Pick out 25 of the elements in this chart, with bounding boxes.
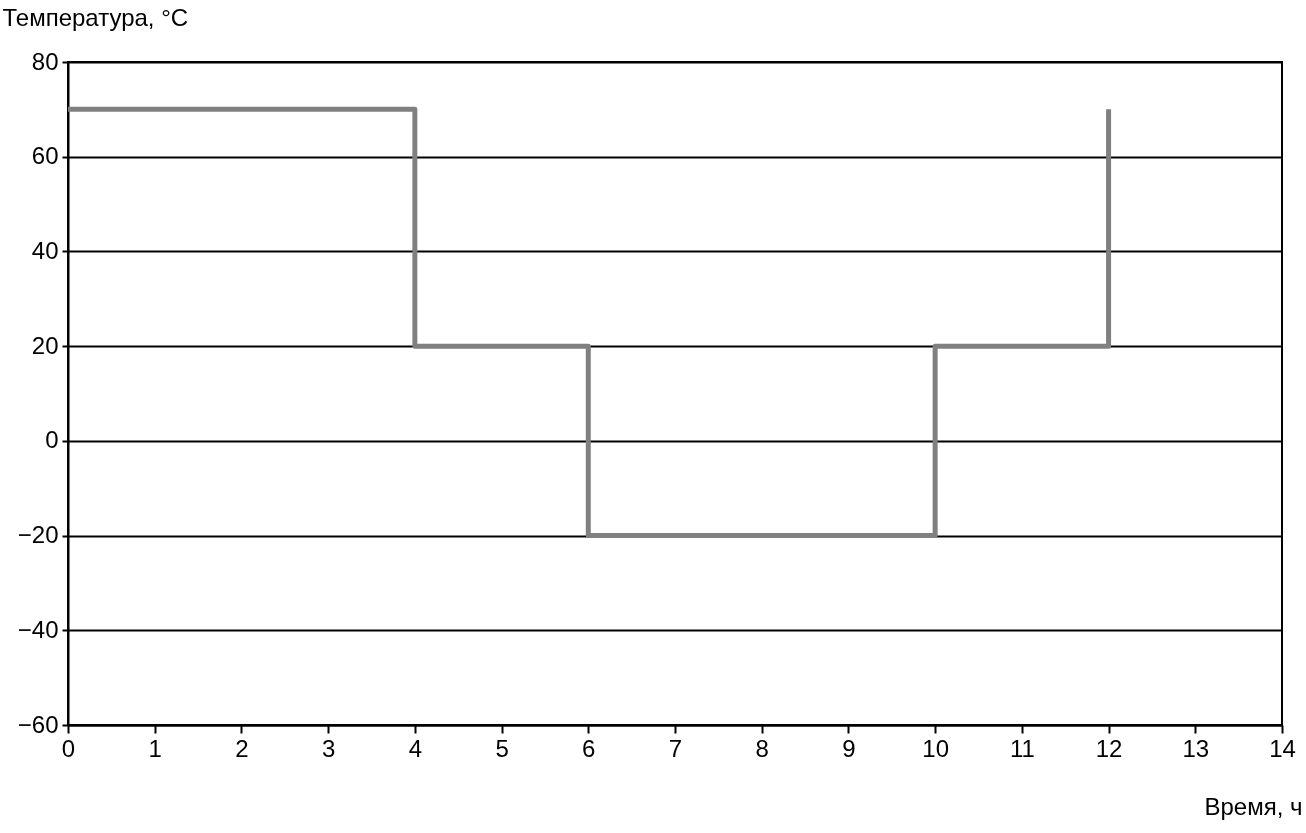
x-tick-label: 3 bbox=[321, 734, 336, 762]
y-tick-label: −60 bbox=[17, 710, 59, 738]
x-tick-label: 4 bbox=[408, 734, 423, 762]
x-tick-label: 6 bbox=[582, 734, 596, 762]
x-tick-label: 1 bbox=[148, 734, 162, 762]
x-tick-label: 13 bbox=[1182, 734, 1210, 762]
y-tick-label: −20 bbox=[17, 521, 59, 549]
x-tick-label: 10 bbox=[922, 734, 949, 762]
x-tick-label: 14 bbox=[1269, 734, 1296, 762]
x-tick-label: 7 bbox=[668, 734, 683, 762]
x-tick-label: 0 bbox=[61, 734, 76, 762]
y-tick-label: 20 bbox=[31, 331, 59, 359]
y-axis-title: Температура, °C bbox=[2, 3, 189, 31]
y-tick-label: 60 bbox=[31, 142, 59, 170]
y-tick-label: −40 bbox=[17, 615, 59, 643]
x-axis-title: Время, ч bbox=[1204, 792, 1303, 820]
y-tick-label: 40 bbox=[31, 236, 59, 264]
x-tick-label: 2 bbox=[235, 734, 249, 762]
x-tick-label: 11 bbox=[1009, 734, 1035, 762]
x-tick-label: 9 bbox=[842, 734, 856, 762]
x-tick-label: 5 bbox=[495, 734, 509, 762]
y-tick-label: 0 bbox=[45, 426, 59, 454]
y-tick-label: 80 bbox=[31, 47, 59, 75]
x-tick-label: 8 bbox=[755, 734, 769, 762]
x-tick-label: 12 bbox=[1095, 734, 1123, 762]
